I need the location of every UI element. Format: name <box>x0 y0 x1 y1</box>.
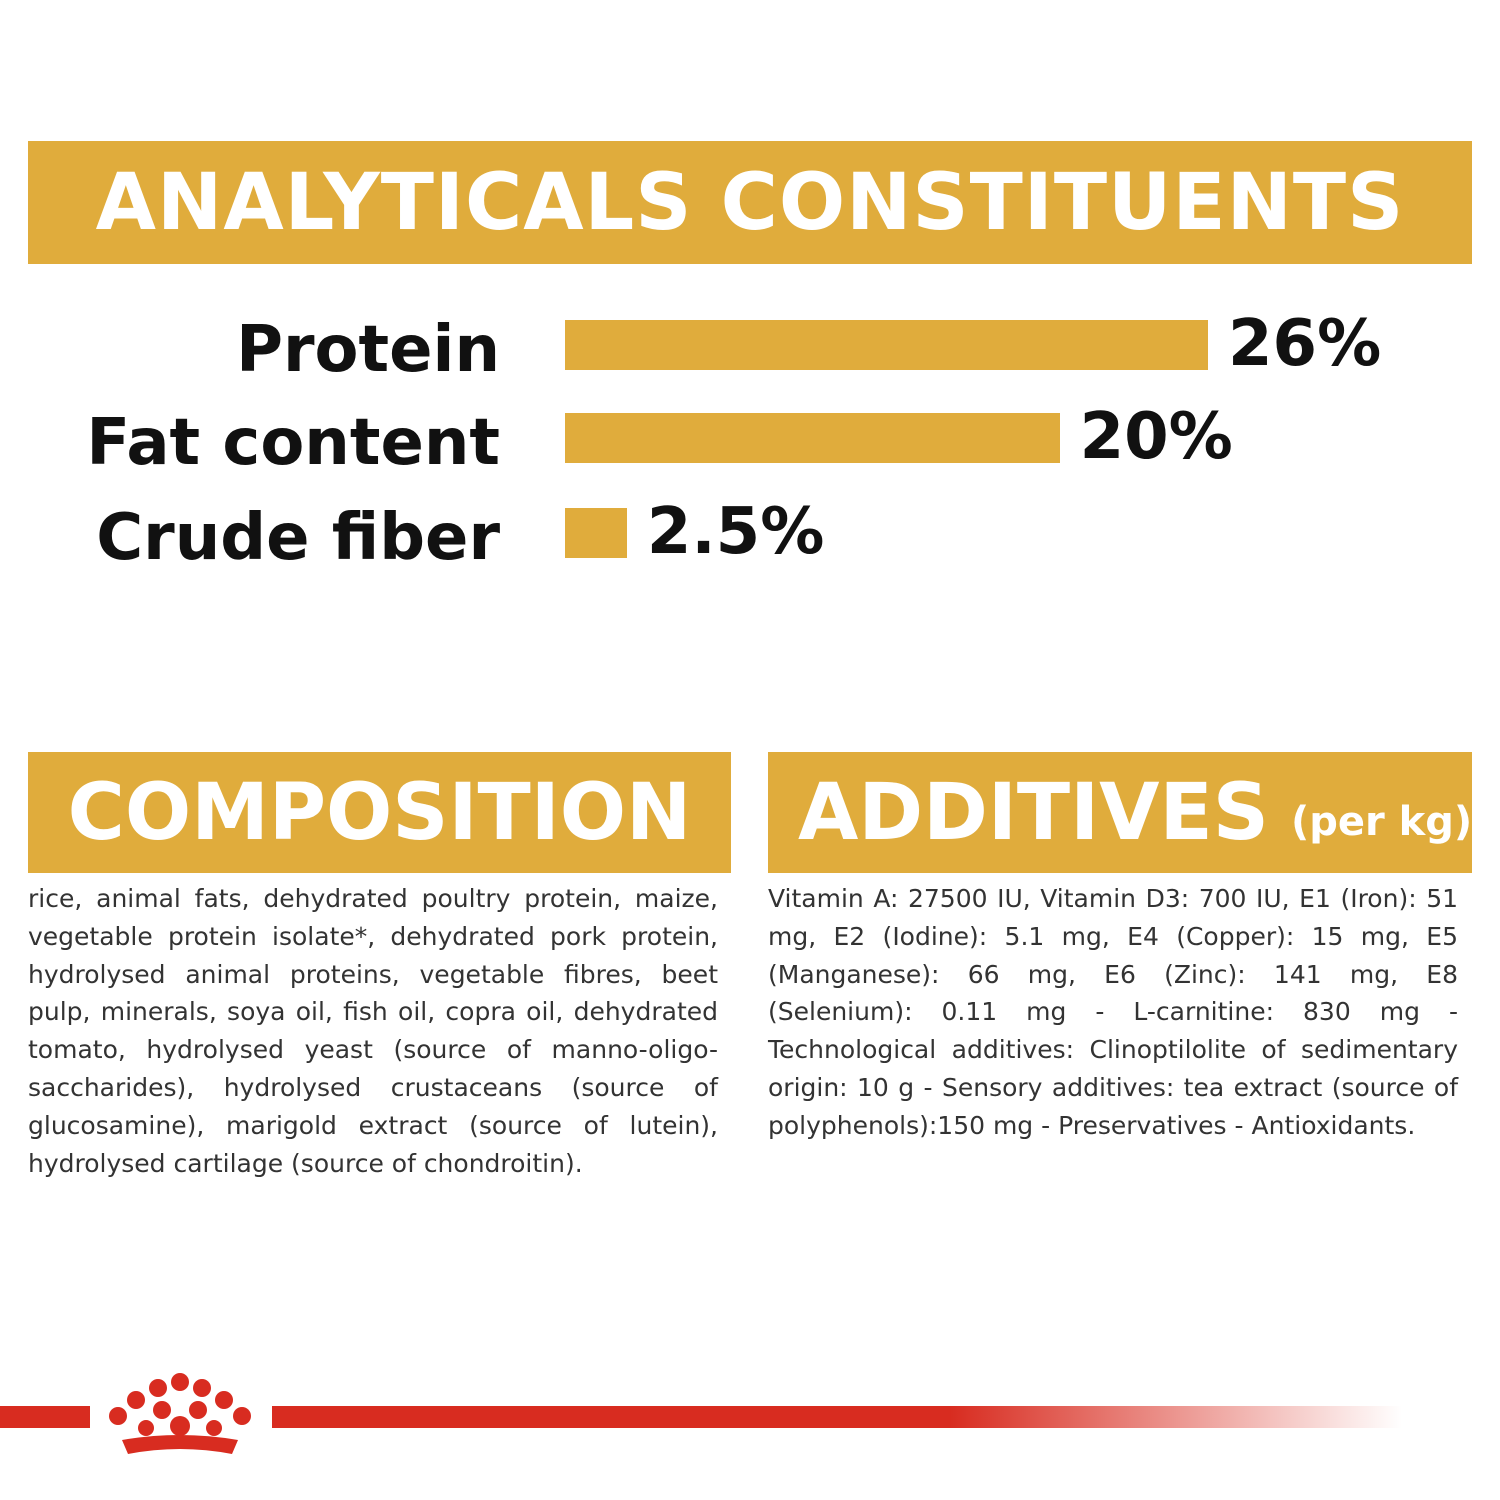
additives-subheader-text: (per kg) <box>1290 798 1472 845</box>
composition-header-text: COMPOSITION <box>67 767 692 858</box>
footer-line-right <box>272 1406 1402 1428</box>
analytical-header: ANALYTICALS CONSTITUENTS <box>28 141 1472 264</box>
bar-value-label: 2.5% <box>646 495 825 569</box>
bar <box>565 320 1208 370</box>
additives-header-text: ADDITIVES <box>798 767 1269 858</box>
bar-value-label: 26% <box>1228 307 1382 381</box>
bar-value-label: 20% <box>1079 400 1233 474</box>
analytical-header-text: ANALYTICALS CONSTITUENTS <box>95 157 1405 248</box>
bar <box>565 413 1060 463</box>
bar-label: Crude fiber <box>96 501 500 575</box>
composition-text: rice, animal fats, dehydrated poultry pr… <box>28 884 718 1178</box>
bar-label: Fat content <box>86 406 500 480</box>
footer-line-left <box>0 1406 90 1428</box>
bar <box>565 508 627 558</box>
additives-text: Vitamin A: 27500 IU, Vitamin D3: 700 IU,… <box>768 884 1458 1140</box>
composition-header: COMPOSITION <box>28 752 731 873</box>
crown-logo-icon <box>109 1373 251 1454</box>
additives-header: ADDITIVES (per kg) <box>768 752 1472 873</box>
bar-label: Protein <box>236 313 500 387</box>
